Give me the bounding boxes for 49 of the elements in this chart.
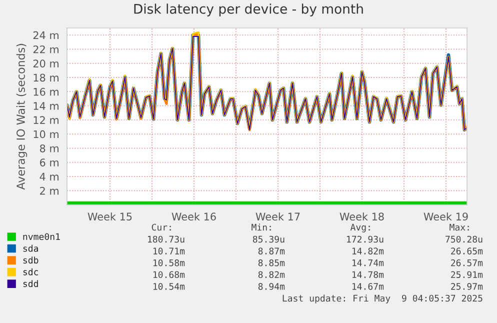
- text: Cur:: [152, 224, 171, 231]
- x-tick-label: Week 17: [256, 212, 300, 220]
- x-tick-label: Week 19: [424, 212, 468, 220]
- text: 10.58m: [153, 259, 185, 266]
- text: Max:: [450, 224, 469, 231]
- x-tick-label: Week 15: [88, 212, 132, 220]
- text: 25.91m: [451, 271, 483, 278]
- text: 172.93u: [347, 236, 384, 243]
- legend-label: sdd: [23, 280, 38, 288]
- text: 10.54m: [153, 283, 185, 290]
- text: 10.71m: [153, 248, 185, 254]
- y-tick-label: 12 m: [34, 116, 58, 124]
- text: 750.28u: [446, 236, 482, 243]
- text: Avg:: [350, 224, 370, 232]
- legend-label: sdc: [23, 268, 38, 276]
- text: Min:: [252, 224, 271, 231]
- y-tick-label: 10 m: [34, 130, 58, 138]
- text: 8.85m: [258, 259, 285, 266]
- text: 26.57m: [451, 259, 483, 266]
- y-tick-label: 18 m: [34, 74, 58, 82]
- y-tick-label: 8 m: [40, 144, 58, 152]
- x-tick-label: Week 18: [340, 212, 384, 220]
- y-axis-title: Average IO Wait (seconds): [16, 44, 28, 190]
- y-tick-label: 6 m: [40, 158, 58, 166]
- chart-title: Disk latency per device - by month: [134, 4, 363, 16]
- text: 14.67m: [352, 283, 384, 290]
- x-tick-label: Week 16: [172, 212, 216, 220]
- legend-label: nvme0n1: [23, 233, 60, 240]
- y-tick-label: 20 m: [33, 60, 58, 68]
- y-tick-label: 4 m: [40, 172, 58, 180]
- text: 8.82m: [258, 271, 285, 278]
- text: 180.73u: [148, 236, 184, 243]
- text: 14.82m: [352, 248, 384, 254]
- y-tick-label: 22 m: [33, 45, 58, 54]
- y-tick-label: 14 m: [34, 102, 58, 110]
- legend-label: sda: [23, 244, 38, 252]
- text: 25.97m: [451, 283, 483, 290]
- text: Last update: Fri May 9 04:05:37 2025: [282, 294, 482, 304]
- y-tick-label: 24 m: [33, 31, 58, 40]
- text: 26.65m: [451, 248, 483, 254]
- y-tick-label: 2 m: [40, 186, 58, 195]
- text: 14.74m: [352, 260, 384, 266]
- text: 85.39u: [252, 236, 284, 243]
- text: 8.94m: [258, 283, 285, 290]
- y-tick-label: 16 m: [34, 88, 58, 96]
- legend-label: sdb: [23, 256, 38, 264]
- text: 10.68m: [153, 271, 185, 278]
- text: 14.78m: [352, 271, 384, 278]
- text: 8.87m: [258, 248, 285, 254]
